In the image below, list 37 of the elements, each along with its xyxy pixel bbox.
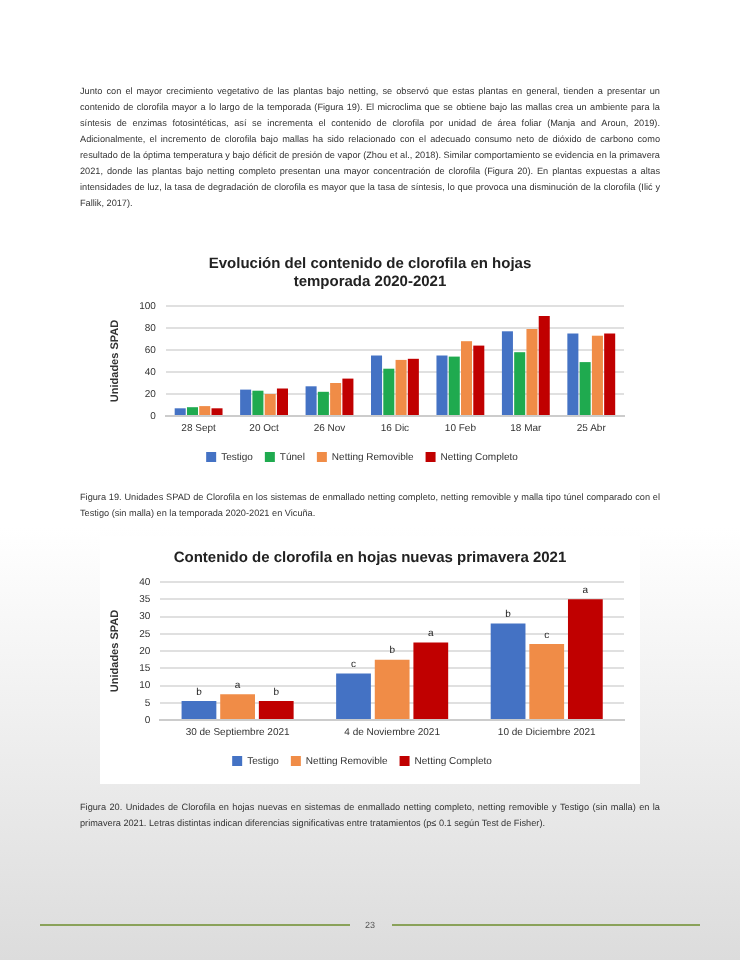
bar xyxy=(526,329,538,415)
bar xyxy=(317,391,329,415)
bar xyxy=(305,386,317,415)
bar xyxy=(374,659,410,719)
bar xyxy=(407,358,419,415)
bar xyxy=(199,406,211,415)
bar xyxy=(461,341,473,415)
bar xyxy=(371,355,383,415)
bar xyxy=(252,390,264,415)
bar xyxy=(567,599,603,719)
bar xyxy=(258,701,294,719)
bar xyxy=(514,352,526,415)
bar xyxy=(240,389,252,415)
bar xyxy=(336,673,371,719)
bar xyxy=(264,394,276,415)
bar xyxy=(186,407,198,415)
bar xyxy=(413,642,449,719)
bar xyxy=(501,331,513,415)
bar xyxy=(529,644,565,719)
bar xyxy=(383,368,395,415)
bar xyxy=(436,355,448,415)
bar xyxy=(395,359,407,415)
bar xyxy=(473,345,485,415)
bar xyxy=(211,408,223,415)
bar xyxy=(604,333,616,415)
bar xyxy=(579,362,591,415)
bar xyxy=(330,383,342,415)
bar xyxy=(342,378,354,415)
bar xyxy=(181,701,217,719)
bar xyxy=(490,623,526,719)
bar xyxy=(538,315,550,415)
bar xyxy=(276,388,288,415)
bar xyxy=(220,694,255,719)
bar xyxy=(567,333,579,415)
bar xyxy=(174,408,186,415)
bar xyxy=(448,356,460,415)
bar xyxy=(591,335,603,415)
